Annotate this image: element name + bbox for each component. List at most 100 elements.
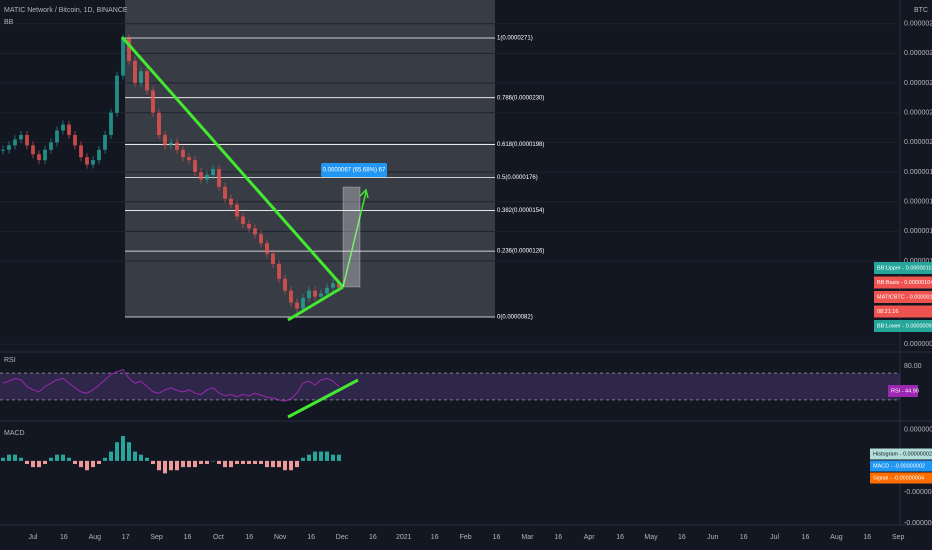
- macd-histogram-bar: [73, 460, 77, 464]
- macd-histogram-bar: [127, 442, 131, 461]
- macd-histogram-bar: [217, 460, 221, 464]
- candle: [151, 90, 155, 113]
- candle: [337, 283, 341, 288]
- macd-histogram-bar: [37, 460, 41, 468]
- macd-histogram-bar: [253, 460, 257, 464]
- x-tick-label: 16: [678, 534, 686, 541]
- price-badge-label: BB:Upper - 0.00000115: [877, 265, 932, 271]
- macd-histogram-bar: [43, 460, 47, 464]
- x-tick-label: 17: [122, 534, 130, 541]
- x-tick-label: 16: [307, 534, 315, 541]
- macd-badge: [870, 472, 932, 484]
- fib-label: 0.5(0.0000176): [497, 175, 538, 181]
- candle: [259, 234, 263, 244]
- fib-label: 0.618(0.0000198): [497, 142, 544, 148]
- rsi-badge-label: RSI - 44.90: [891, 388, 919, 394]
- candle: [289, 290, 293, 303]
- candle: [49, 142, 53, 150]
- candle: [181, 149, 185, 158]
- candle: [265, 243, 269, 254]
- macd-histogram-bar: [307, 454, 311, 461]
- candle: [307, 290, 311, 299]
- candle: [241, 216, 245, 224]
- candle: [1, 149, 5, 151]
- macd-histogram-bar: [25, 460, 29, 464]
- measure-badge: [321, 163, 387, 177]
- macd-histogram-bar: [157, 460, 161, 471]
- macd-histogram-bar: [271, 460, 275, 468]
- candle: [229, 198, 233, 205]
- candle: [325, 287, 329, 294]
- candle: [301, 298, 305, 309]
- macd-histogram-bar: [277, 460, 281, 468]
- x-tick-label: Mar: [521, 534, 534, 541]
- macd-histogram-bar: [295, 460, 299, 468]
- arrow-head: [359, 188, 369, 199]
- macd-histogram-bar: [145, 457, 149, 461]
- price-badge: [874, 305, 932, 318]
- x-tick-label: Nov: [274, 534, 287, 541]
- candle: [115, 75, 119, 113]
- macd-title: MACD: [4, 430, 25, 437]
- candle: [163, 134, 167, 146]
- price-badge-label: 08:21:16: [877, 309, 898, 315]
- candle: [295, 302, 299, 309]
- macd-badge-label: Signal - -0.00000004: [873, 475, 924, 481]
- candle: [55, 130, 59, 143]
- x-tick-label: Dec: [336, 534, 349, 541]
- macd-histogram-bar: [169, 460, 173, 471]
- x-tick-label: Feb: [460, 534, 472, 541]
- macd-histogram-bar: [163, 460, 167, 474]
- y-tick-label: 0.00000280: [904, 21, 932, 28]
- candle: [43, 149, 47, 161]
- candle: [7, 145, 11, 150]
- macd-histogram-bar: [247, 460, 251, 464]
- candle: [187, 157, 191, 161]
- fib-label: 0.382(0.0000154): [497, 208, 544, 214]
- x-tick-label: Sep: [150, 534, 163, 541]
- macd-histogram-bar: [97, 460, 101, 464]
- macd-histogram-bar: [325, 451, 329, 461]
- macd-histogram-bar: [235, 460, 239, 464]
- candle: [25, 134, 29, 146]
- candle: [217, 169, 221, 187]
- candle: [247, 223, 251, 229]
- macd-histogram-bar: [109, 451, 113, 461]
- fib-label: 1(0.0000271): [497, 36, 533, 42]
- rsi-trend-line: [287, 378, 359, 419]
- y-tick-label: 0.00000140: [904, 228, 932, 235]
- y-tick-label: 0.00000180: [904, 169, 932, 176]
- macd-tick-label: -0.00000010: [904, 489, 932, 496]
- macd-histogram-bar: [151, 460, 155, 464]
- projection-arrow: [342, 191, 367, 288]
- x-tick-label: Jul: [29, 534, 38, 541]
- macd-histogram-bar: [337, 454, 341, 461]
- macd-histogram-bar: [175, 460, 179, 471]
- macd-histogram-bar: [223, 460, 227, 468]
- x-tick-label: Apr: [584, 534, 596, 541]
- x-tick-label: Sep: [892, 534, 905, 541]
- y-tick-label: 0.00000120: [904, 258, 932, 265]
- macd-histogram-bar: [259, 460, 263, 464]
- candle: [199, 172, 203, 180]
- rsi-line: [2, 369, 340, 402]
- macd-histogram-bar: [229, 460, 233, 468]
- candle: [79, 145, 83, 158]
- x-tick-label: 16: [245, 534, 253, 541]
- currency-label: BTC: [914, 7, 928, 14]
- macd-histogram-bar: [91, 460, 95, 468]
- price-badge: [874, 291, 932, 303]
- candle: [37, 154, 41, 161]
- candle: [157, 112, 161, 135]
- macd-histogram-bar: [283, 460, 287, 471]
- macd-histogram-bar: [133, 451, 137, 461]
- y-tick-label: 0.00000220: [904, 110, 932, 117]
- macd-tick-label: 0.00000010: [904, 427, 932, 434]
- candle: [133, 60, 137, 84]
- macd-histogram-bar: [121, 436, 125, 461]
- macd-histogram-bar: [187, 460, 191, 468]
- x-tick-label: Aug: [830, 534, 843, 541]
- macd-badge-label: MACD - -0.00000002: [873, 463, 925, 469]
- macd-histogram-bar: [7, 454, 11, 461]
